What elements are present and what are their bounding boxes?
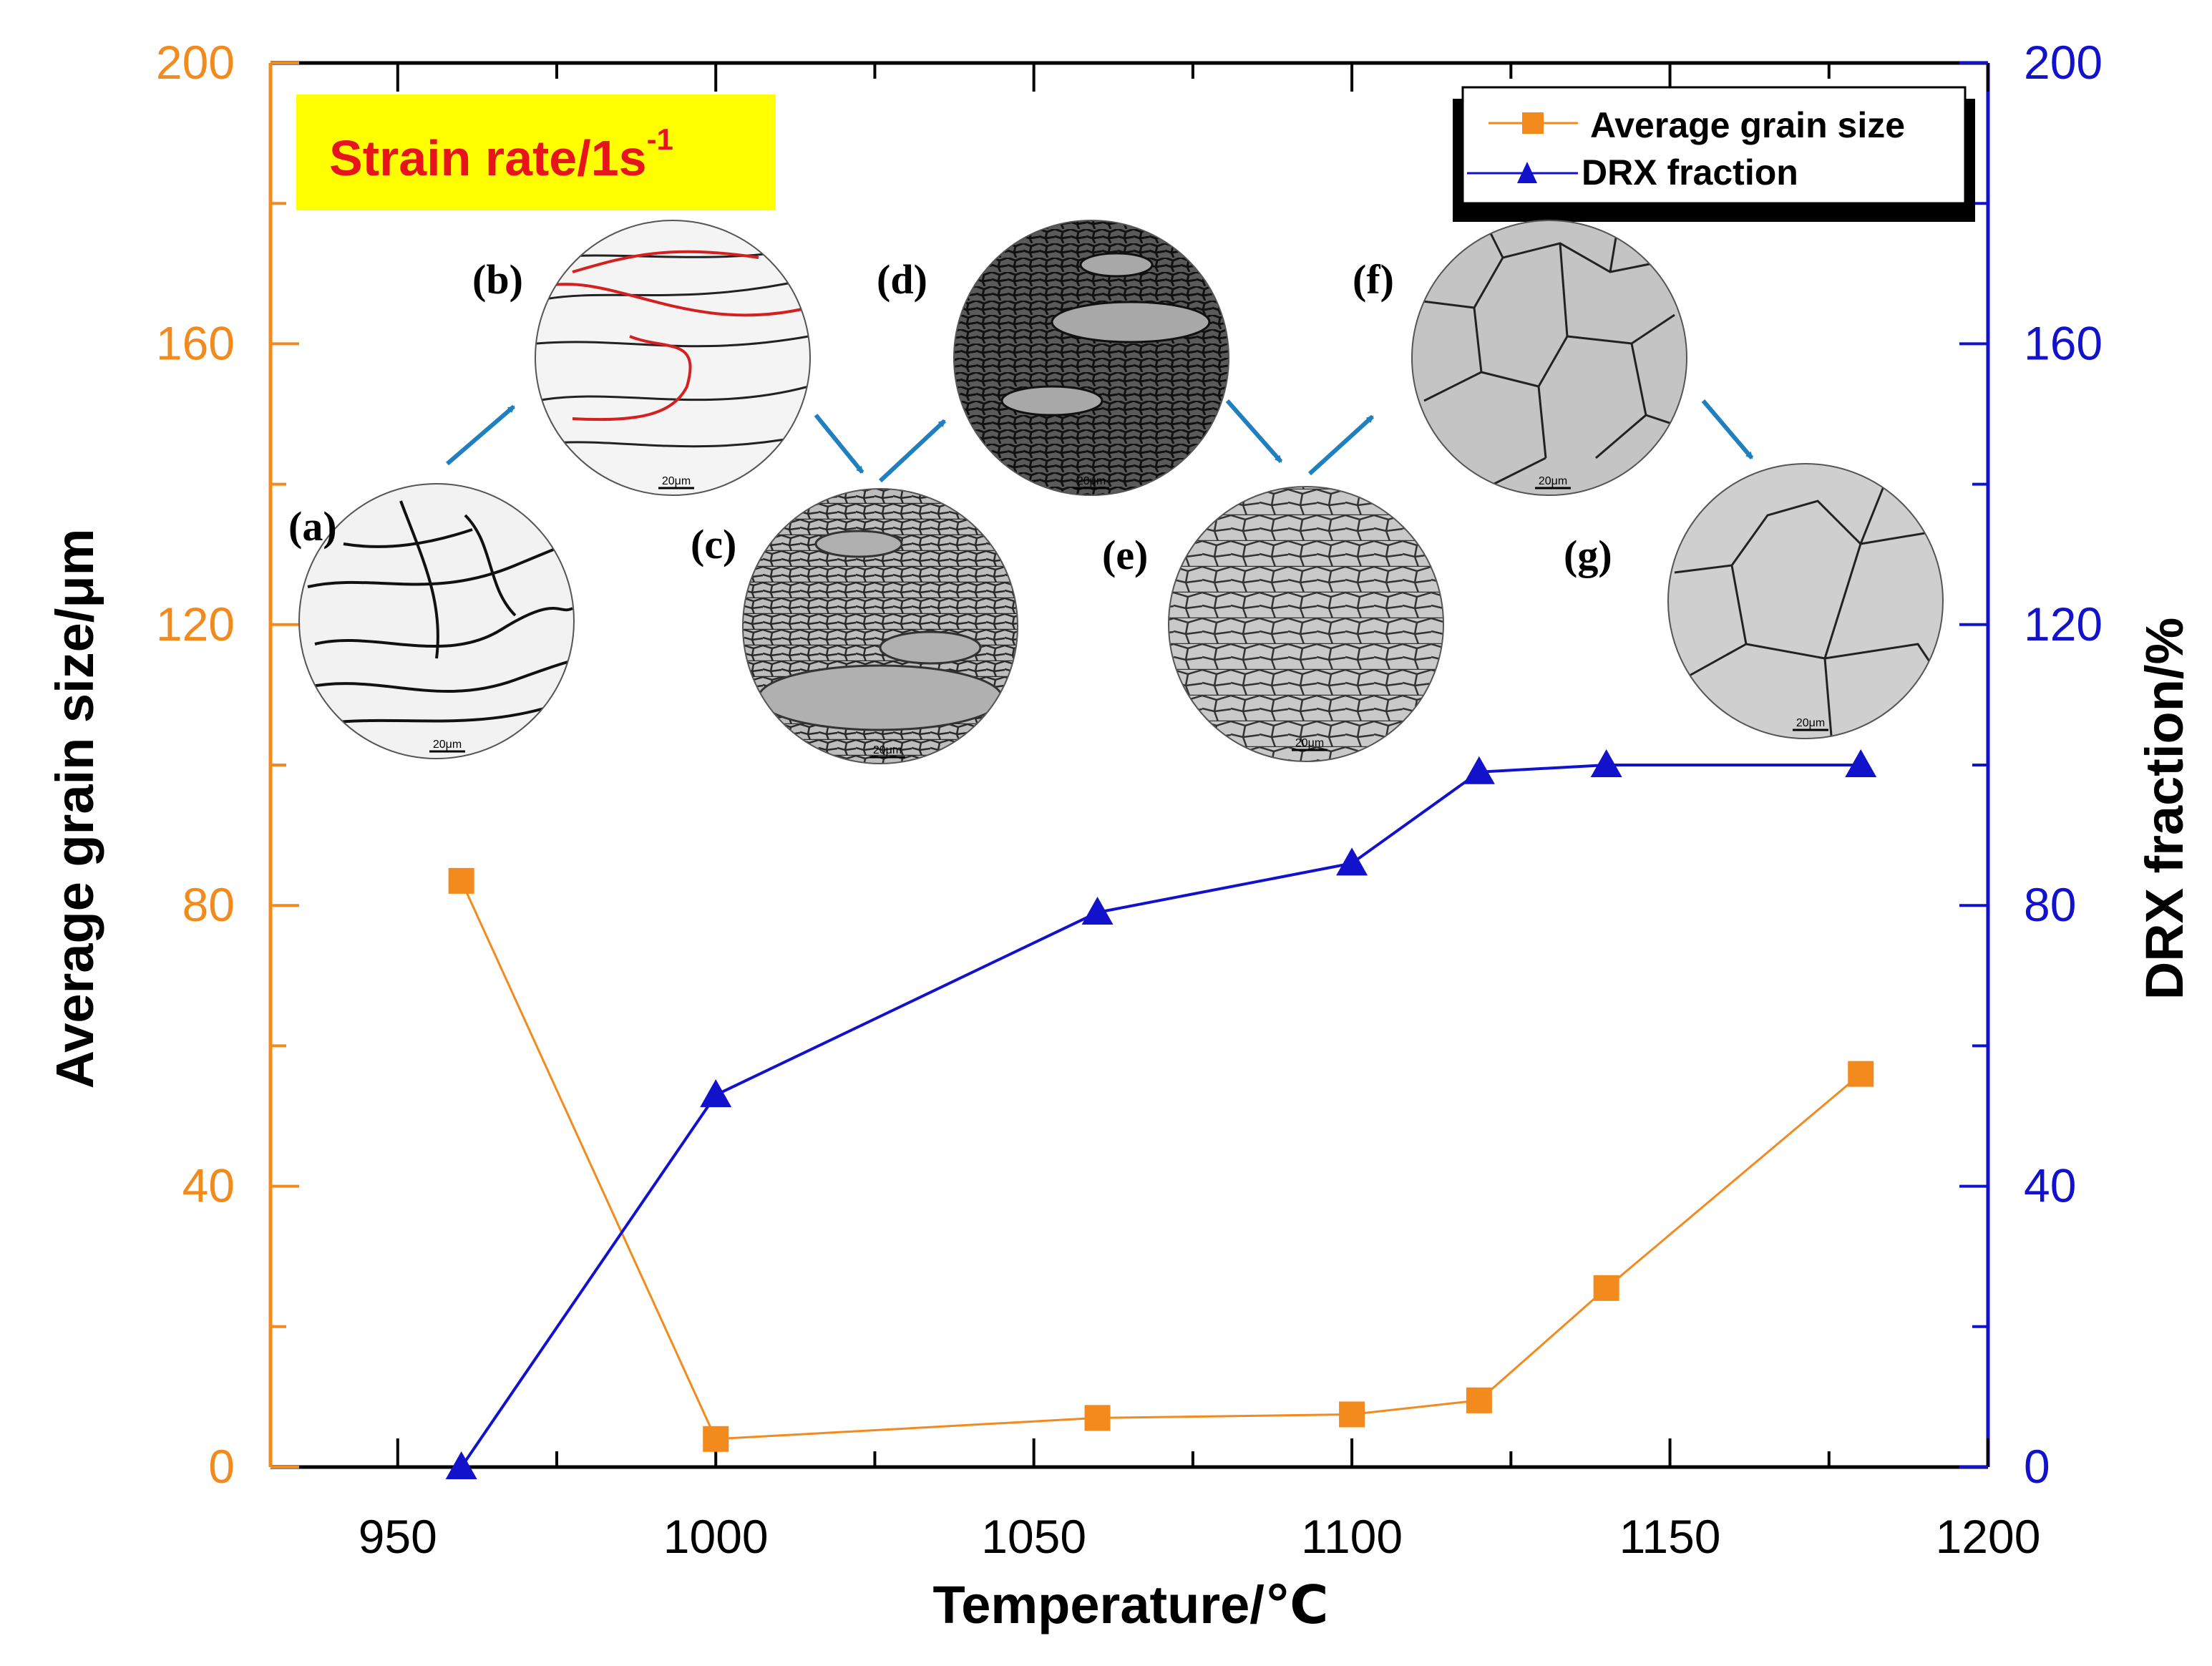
data-point-grain-size (1084, 1405, 1111, 1431)
legend-triangle-marker (1517, 162, 1537, 183)
data-point-drx-fraction (1845, 749, 1877, 777)
x-tick-label: 1150 (1619, 1510, 1721, 1563)
strain-rate-annotation: Strain rate/1s-1 (296, 94, 776, 210)
inset-label-f: (f) (1353, 256, 1394, 303)
y-left-tick-label: 160 (156, 316, 235, 369)
arrow-e-to-f (1307, 414, 1375, 476)
data-point-drx-fraction (1081, 897, 1114, 925)
data-point-grain-size (1593, 1275, 1619, 1301)
legend-box (1461, 86, 1967, 205)
svg-text:20μm: 20μm (1295, 737, 1324, 749)
y-right-tick-label: 80 (2024, 878, 2076, 931)
inset-label-g: (g) (1564, 532, 1612, 578)
series-line-drx-fraction (460, 764, 1861, 1468)
y-right-tick-label: 40 (2024, 1159, 2076, 1212)
x-axis-title: Temperature/℃ (933, 1575, 1329, 1635)
y-left-tick-label: 40 (182, 1159, 235, 1212)
svg-text:20μm: 20μm (662, 475, 691, 487)
arrow-d-to-e (1225, 399, 1283, 463)
data-point-drx-fraction (1336, 847, 1368, 876)
y-right-tick-label: 200 (2024, 36, 2103, 89)
micrograph-insets: 20μm 20μm (288, 220, 1944, 764)
annotation-superscript: -1 (647, 122, 673, 156)
y-right-tick-label: 0 (2024, 1440, 2050, 1493)
arrow-f-to-g (1701, 399, 1754, 459)
data-point-drx-fraction (1463, 756, 1495, 784)
x-tick-label: 950 (359, 1510, 437, 1563)
svg-text:20μm: 20μm (1796, 717, 1825, 729)
inset-label-c: (c) (691, 521, 736, 567)
inset-g: 20μm (1667, 463, 1944, 739)
data-point-grain-size (448, 867, 474, 894)
y-right-tick-label: 160 (2024, 316, 2103, 369)
annotation-text: Strain rate/1s (329, 130, 647, 186)
svg-text:Strain rate/1s-1: Strain rate/1s-1 (329, 122, 673, 186)
arrow-c-to-d (878, 419, 947, 483)
svg-text:20μm: 20μm (1539, 475, 1567, 487)
inset-label-d: (d) (877, 256, 927, 303)
x-tick-label: 1200 (1936, 1510, 2041, 1563)
data-point-drx-fraction (700, 1079, 732, 1108)
x-tick-label: 1050 (981, 1510, 1086, 1563)
inset-b: 20μm (535, 220, 811, 496)
y-left-tick-label: 0 (208, 1440, 235, 1493)
data-point-grain-size (1466, 1387, 1492, 1413)
x-tick-label: 1100 (1301, 1510, 1403, 1563)
svg-text:20μm: 20μm (1077, 475, 1106, 487)
arrow-a-to-b (446, 404, 515, 466)
x-tick-label: 1000 (663, 1510, 769, 1563)
y-right-tick-label: 120 (2024, 598, 2103, 651)
data-point-drx-fraction (1590, 749, 1622, 777)
inset-d: 20μm (953, 220, 1229, 496)
legend: Average grain size DRX fraction (1453, 86, 1975, 222)
inset-label-a: (a) (288, 503, 337, 550)
y-axis-right-title: DRX fraction/% (2135, 618, 2194, 1000)
legend-label-drx: DRX fraction (1582, 152, 1798, 193)
annotation-background (296, 94, 776, 210)
data-point-grain-size (703, 1426, 729, 1452)
inset-e: 20μm (1168, 486, 1444, 762)
inset-c: 20μm (742, 488, 1018, 764)
inset-a: 20μm (298, 483, 575, 759)
data-point-drx-fraction (445, 1451, 477, 1479)
inset-label-e: (e) (1102, 532, 1148, 578)
y-axis-left-title: Average grain size/μm (45, 529, 104, 1089)
inset-label-b: (b) (472, 256, 523, 303)
inset-f: 20μm (1411, 220, 1687, 496)
arrow-b-to-c (814, 414, 864, 474)
data-point-grain-size (1848, 1061, 1874, 1087)
y-left-tick-label: 120 (156, 598, 235, 651)
y-left-tick-label: 80 (182, 878, 235, 931)
svg-text:20μm: 20μm (873, 744, 902, 756)
svg-text:20μm: 20μm (433, 739, 462, 751)
legend-square-marker (1522, 112, 1544, 134)
y-left-tick-label: 200 (156, 36, 235, 89)
legend-label-grain-size: Average grain size (1590, 105, 1905, 145)
data-point-grain-size (1339, 1401, 1365, 1428)
